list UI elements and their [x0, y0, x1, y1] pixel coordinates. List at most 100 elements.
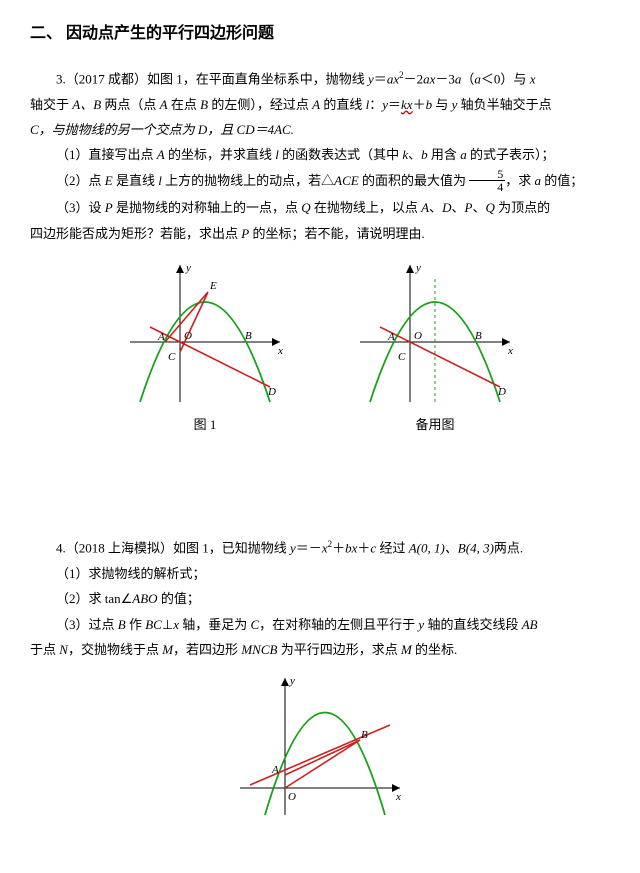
lbl-y: y	[415, 262, 421, 274]
t: 轴，垂足为	[179, 617, 251, 632]
fraction-5-4: 54	[469, 168, 505, 193]
figure-1-svg: A B C D E O x y	[120, 257, 290, 407]
t: ：	[369, 97, 382, 112]
p3-line3: C，与抛物线的另一个交点为 D，且 CD＝4AC.	[30, 118, 610, 141]
t: ＝	[374, 71, 387, 86]
BC: BC	[145, 617, 162, 632]
p4-q3-line2: 于点 N，交抛物线于点 M，若四边形 MNCB 为平行四边形，求点 M 的坐标.	[30, 638, 610, 661]
t: －3	[435, 71, 455, 86]
A: A	[160, 97, 168, 112]
t: 轴的直线交线段	[424, 617, 522, 632]
lbl-E: E	[209, 280, 217, 292]
t: 是直线	[113, 173, 159, 188]
t: （3）设	[56, 200, 105, 215]
lbl-O: O	[414, 330, 422, 342]
p3-intro: 3.（2017 成都）如图 1，在平面直角坐标系中，抛物线 y＝ax2－2ax－…	[30, 67, 610, 91]
t: 的值；	[541, 173, 583, 188]
t: ＋	[413, 97, 426, 112]
t: 经过	[376, 541, 409, 556]
t: 上方的抛物线上的动点，若△	[162, 173, 334, 188]
t: －2	[404, 71, 424, 86]
MNCB: MNCB	[241, 642, 277, 657]
t: ，在对称轴的左侧且平行于	[259, 617, 418, 632]
t: （	[461, 71, 474, 86]
t: 为顶点的	[495, 200, 550, 215]
t: 于点	[30, 642, 59, 657]
t: 、	[408, 147, 421, 162]
t: 的式子表示）；	[467, 147, 555, 162]
fig1-caption: 图 1	[194, 413, 217, 436]
p4-q1: （1）求抛物线的解析式；	[30, 562, 610, 585]
t: ＝－	[296, 541, 322, 556]
t: ，若四边形	[173, 642, 241, 657]
t: 是抛物线的对称轴上的一点，点	[113, 200, 302, 215]
lbl-y: y	[185, 262, 191, 274]
lbl-B: B	[361, 729, 368, 741]
t: 的左侧），经过点	[208, 97, 312, 112]
lbl-O: O	[184, 330, 192, 342]
p3-q2: （2）点 E 是直线 l 上方的抛物线上的动点，若△ACE 的面积的最大值为 5…	[30, 169, 610, 195]
t: （3）过点	[56, 617, 118, 632]
t: ，求	[505, 173, 534, 188]
lbl-O: O	[288, 791, 296, 803]
figure-p4-svg: A B O x y	[230, 670, 410, 820]
Q: Q	[485, 200, 494, 215]
t: 的坐标；若不能，请说明理由.	[249, 226, 425, 241]
t: C，与抛物线的另一个交点为 D，且 CD＝4AC.	[30, 122, 294, 137]
lbl-B: B	[245, 330, 252, 342]
t: ＋	[357, 541, 370, 556]
t: 的坐标.	[412, 642, 458, 657]
figure-2-svg: A B C D O x y	[350, 257, 520, 407]
t: 3.（2017 成都）如图 1，在平面直角坐标系中，抛物线	[56, 71, 368, 86]
t: 两点（点	[101, 97, 160, 112]
t: 、	[472, 200, 485, 215]
ACE: ACE	[334, 173, 359, 188]
p3-figures: A B C D E O x y 图 1	[30, 257, 610, 436]
p3-q1: （1）直接写出点 A 的坐标，并求直线 l 的函数表达式（其中 k、b 用含 a…	[30, 143, 610, 166]
spacer	[30, 456, 610, 536]
section-title: 二、 因动点产生的平行四边形问题	[30, 20, 610, 49]
problem-3: 3.（2017 成都）如图 1，在平面直角坐标系中，抛物线 y＝ax2－2ax－…	[30, 67, 610, 437]
t: （2）求 tan∠	[56, 591, 132, 606]
lbl-A: A	[387, 331, 395, 343]
lbl-C: C	[398, 351, 406, 363]
p4-q3: （3）过点 B 作 BC⊥x 轴，垂足为 C，在对称轴的左侧且平行于 y 轴的直…	[30, 613, 610, 636]
t: 4.（2018 上海模拟）如图 1，已知抛物线	[56, 541, 290, 556]
t: ⊥	[162, 617, 173, 632]
p4-intro: 4.（2018 上海模拟）如图 1，已知抛物线 y＝－x2＋bx＋c 经过 A(…	[30, 536, 610, 560]
t: ＜0）与	[481, 71, 530, 86]
kx-underlined: kx	[401, 97, 413, 112]
B: B	[200, 97, 208, 112]
t: ＝	[388, 97, 401, 112]
p3-q3: （3）设 P 是抛物线的对称轴上的一点，点 Q 在抛物线上，以点 A、D、P、Q…	[30, 196, 610, 219]
AB: A(0, 1)、B(4, 3)	[409, 541, 494, 556]
t: 用含	[428, 147, 461, 162]
p4-q2: （2）求 tan∠ABO 的值；	[30, 587, 610, 610]
var-x: x	[530, 71, 536, 86]
figure-2: A B C D O x y 备用图	[350, 257, 520, 436]
A: A	[157, 147, 165, 162]
t: ，交抛物线于点	[68, 642, 162, 657]
t: 在点	[168, 97, 201, 112]
problem-4: 4.（2018 上海模拟）如图 1，已知抛物线 y＝－x2＋bx＋c 经过 A(…	[30, 536, 610, 819]
t: （1）直接写出点	[56, 147, 157, 162]
A: A	[421, 200, 429, 215]
lbl-x: x	[277, 345, 283, 357]
pts: A、B	[72, 97, 101, 112]
fig2-caption: 备用图	[415, 413, 454, 436]
N: N	[59, 642, 68, 657]
t: 的面积的最大值为	[359, 173, 470, 188]
t: 为平行四边形，求点	[277, 642, 401, 657]
D: D	[442, 200, 451, 215]
B: B	[118, 617, 126, 632]
A: A	[312, 97, 320, 112]
ABO: ABO	[132, 591, 157, 606]
t: ＋	[332, 541, 345, 556]
t: 的函数表达式（其中	[279, 147, 403, 162]
t: 与	[432, 97, 452, 112]
lbl-x: x	[395, 791, 401, 803]
t: 、	[452, 200, 465, 215]
M: M	[401, 642, 412, 657]
lbl-A: A	[271, 764, 279, 776]
t: 的直线	[320, 97, 366, 112]
